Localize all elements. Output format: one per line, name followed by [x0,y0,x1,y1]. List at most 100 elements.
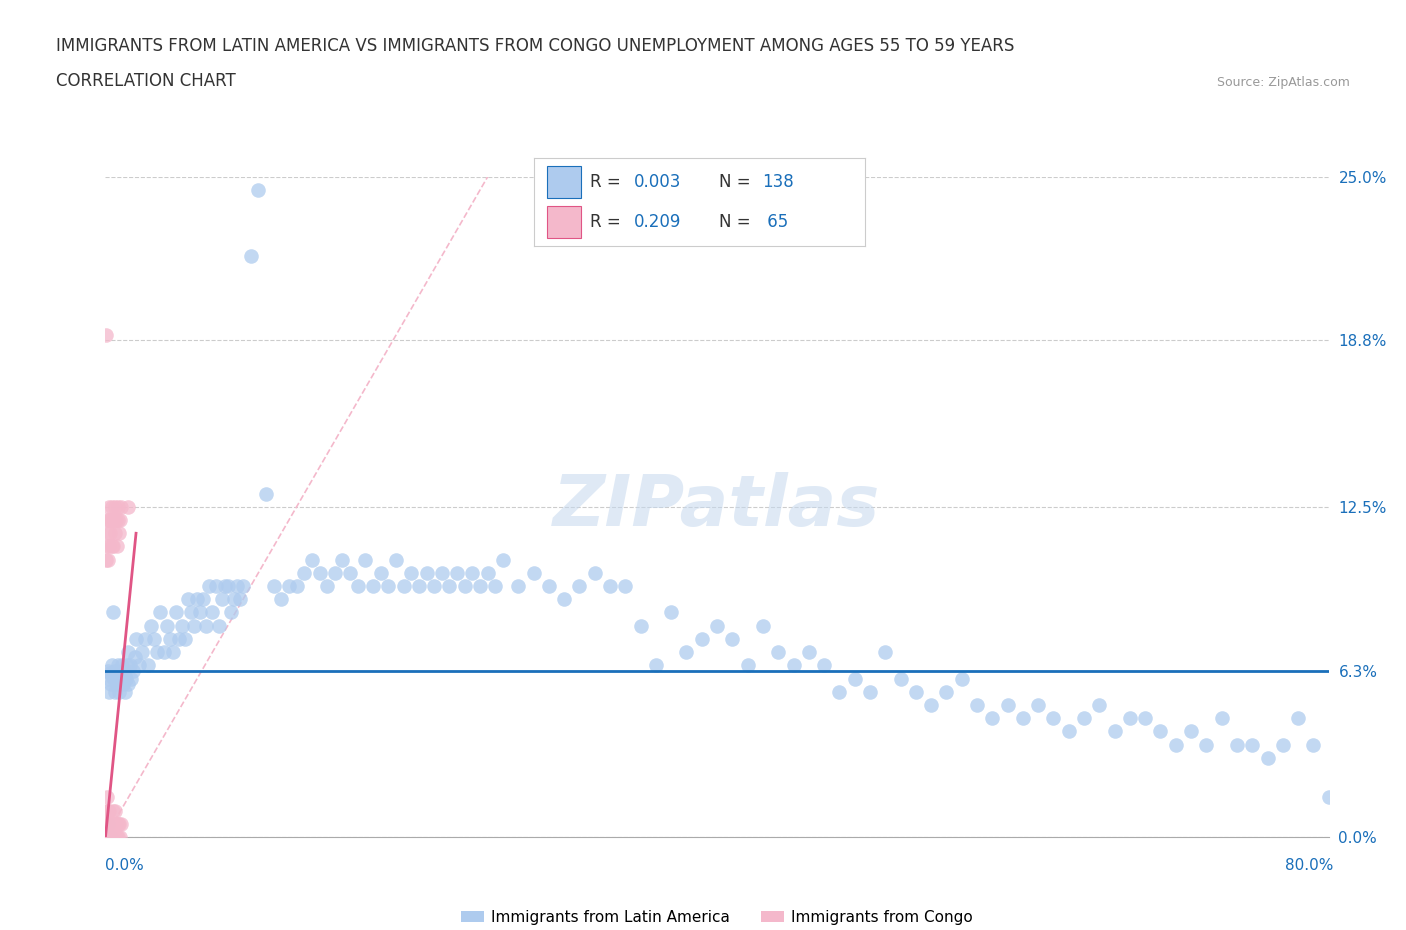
Point [128,658,150,672]
Point [97,830,120,844]
Point [170,618,193,633]
Point [107,817,129,831]
Point [120,671,142,686]
Bar [547,206,581,238]
Point [446,565,468,580]
Point [103,817,125,831]
Point [97,525,120,540]
Point [110,499,132,514]
Point [461,565,484,580]
Point [966,698,988,712]
Point [97,830,120,844]
Point [108,817,131,831]
Point [115,671,138,686]
Point [98,830,121,844]
Text: 80.0%: 80.0% [1285,857,1333,872]
Point [813,658,835,672]
Point [122,663,145,678]
Text: 0.0%: 0.0% [105,857,145,872]
Point [1271,737,1294,752]
Point [98,525,121,540]
Point [308,565,330,580]
Point [97,830,120,844]
Point [96,790,118,804]
Point [859,684,882,699]
Point [101,830,124,844]
Point [423,578,446,593]
Point [392,578,415,593]
Point [100,817,122,831]
Point [98,830,121,844]
Point [165,605,187,620]
Point [107,499,129,514]
Point [1012,711,1035,725]
Point [217,578,239,593]
Point [904,684,927,699]
Point [768,644,790,659]
Point [207,618,229,633]
Point [97,817,120,831]
Point [131,644,153,659]
Point [195,618,218,633]
Point [104,804,127,818]
Point [104,525,127,540]
Point [354,552,377,567]
Point [98,666,121,681]
Point [136,658,159,672]
Point [97,817,120,831]
Point [97,804,120,818]
Point [301,552,323,567]
Point [97,830,120,844]
Point [537,578,560,593]
Point [1211,711,1233,725]
Point [247,182,270,197]
Point [114,669,136,684]
Point [644,658,668,672]
Point [96,552,118,567]
Point [401,565,423,580]
Point [101,669,124,684]
Point [614,578,637,593]
Text: 0.003: 0.003 [633,173,681,191]
Point [108,684,131,699]
Text: R =: R = [591,213,627,231]
Point [997,698,1019,712]
Point [1302,737,1324,752]
Text: CORRELATION CHART: CORRELATION CHART [56,72,236,89]
Point [98,671,121,686]
Point [96,539,118,554]
Point [104,830,127,844]
Point [752,618,775,633]
Point [108,666,131,681]
Point [100,830,122,844]
Point [408,578,430,593]
Point [108,525,131,540]
Point [1104,724,1126,738]
Point [415,565,437,580]
Point [110,671,132,686]
Point [107,658,129,672]
Point [97,830,120,844]
Point [107,830,129,844]
Point [97,663,120,678]
Point [96,817,118,831]
Point [96,512,118,527]
Point [98,804,121,818]
Point [103,671,125,686]
Point [98,512,121,527]
Point [1073,711,1095,725]
Text: IMMIGRANTS FROM LATIN AMERICA VS IMMIGRANTS FROM CONGO UNEMPLOYMENT AMONG AGES 5: IMMIGRANTS FROM LATIN AMERICA VS IMMIGRA… [56,37,1015,55]
Point [1133,711,1156,725]
Point [198,578,221,593]
Point [97,539,120,554]
Point [98,830,121,844]
Point [484,578,506,593]
Point [107,671,129,686]
Point [201,605,224,620]
Point [1241,737,1264,752]
Point [96,830,118,844]
Point [263,578,285,593]
Point [146,644,169,659]
Point [875,644,897,659]
Point [430,565,453,580]
